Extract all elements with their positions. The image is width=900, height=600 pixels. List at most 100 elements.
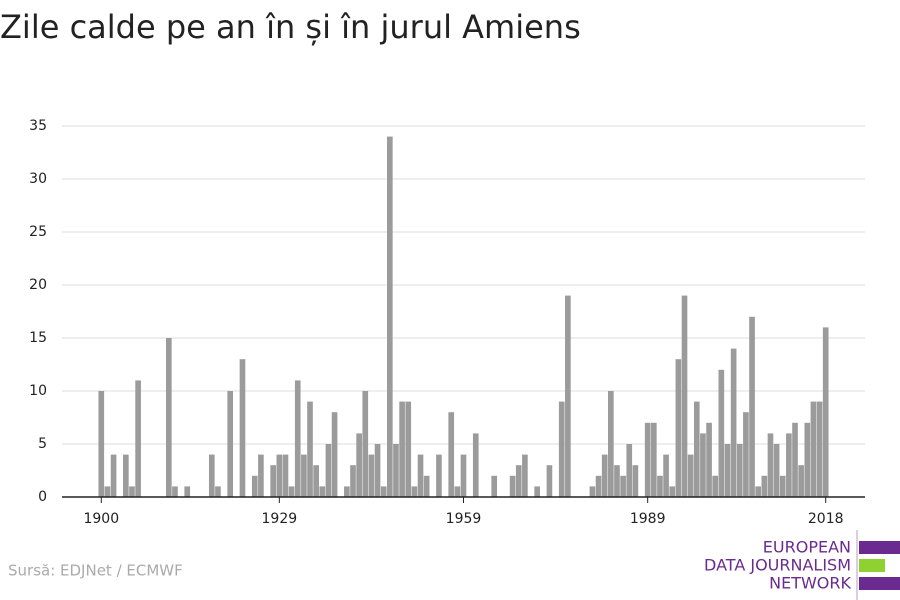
bar [650, 422, 657, 497]
bar [822, 327, 829, 497]
bar [165, 338, 172, 497]
y-tick-label: 15 [29, 330, 47, 346]
bar [454, 486, 461, 497]
y-tick-label: 35 [29, 118, 47, 134]
bar [276, 454, 283, 497]
bar [522, 454, 528, 497]
y-tick-label: 5 [38, 436, 47, 452]
bar [123, 454, 129, 497]
bar [743, 412, 749, 497]
logo-text: NETWORK [769, 574, 851, 593]
bar [331, 412, 338, 497]
bar [172, 486, 178, 497]
bar [387, 136, 393, 497]
bar [184, 486, 191, 497]
bar [546, 465, 553, 497]
bar [374, 444, 381, 497]
bar [706, 422, 712, 497]
bar [215, 486, 221, 497]
bar [644, 422, 651, 497]
bar [399, 401, 405, 497]
bar [294, 380, 301, 497]
bar [104, 486, 111, 497]
bar [325, 444, 332, 497]
x-tick-label: 1989 [630, 511, 666, 527]
bar [669, 486, 676, 497]
bar [681, 295, 688, 497]
y-tick-label: 0 [38, 489, 47, 505]
bar [313, 465, 319, 497]
bar [767, 433, 774, 497]
logo-bar [859, 577, 900, 590]
bar [693, 401, 700, 497]
bar [258, 454, 264, 497]
bar [657, 475, 663, 497]
bar [509, 475, 516, 497]
bar [595, 475, 602, 497]
bar [301, 454, 307, 497]
y-tick-label: 20 [29, 277, 47, 293]
bar [712, 475, 719, 497]
bar [362, 391, 369, 497]
source: Sursă: EDJNet / ECMWF [8, 562, 183, 580]
bar [779, 475, 786, 497]
y-tick-label: 25 [29, 224, 47, 240]
bar [356, 433, 362, 497]
bar [816, 401, 823, 497]
y-tick-label: 30 [29, 171, 47, 187]
bar [368, 454, 375, 497]
bar [307, 401, 313, 497]
bar [614, 465, 620, 497]
bar [632, 465, 639, 497]
bar [558, 401, 565, 497]
bar [798, 465, 804, 497]
bar [675, 359, 682, 497]
bar [288, 486, 295, 497]
bar [98, 391, 105, 497]
bar [663, 454, 669, 497]
x-tick-label: 1929 [262, 511, 298, 527]
bar [436, 454, 442, 497]
bar [423, 475, 430, 497]
chart-title: Zile calde pe an în și în jurul Amiens [0, 8, 581, 46]
bar [411, 486, 418, 497]
bar [417, 454, 424, 497]
bar [687, 454, 694, 497]
bar [804, 422, 811, 497]
bar [239, 359, 246, 497]
bar [601, 454, 608, 497]
logo-text: DATA JOURNALISM [704, 556, 851, 575]
bar [491, 475, 498, 497]
bar [460, 454, 467, 497]
bar [626, 444, 633, 497]
bar [620, 475, 626, 497]
bar [380, 486, 387, 497]
bar [718, 369, 725, 497]
bar [534, 486, 540, 497]
bar [700, 433, 706, 497]
bar [405, 401, 412, 497]
logo-bar [859, 541, 900, 554]
bar [282, 454, 289, 497]
y-tick-label: 10 [29, 383, 47, 399]
bar [270, 465, 277, 497]
bar [227, 391, 234, 497]
bar [724, 444, 731, 497]
bar [129, 486, 135, 497]
bar [344, 486, 350, 497]
bar [730, 348, 737, 497]
bar [251, 475, 258, 497]
x-tick-label: 1900 [83, 511, 119, 527]
bar [565, 295, 571, 497]
bar [589, 486, 596, 497]
x-tick-label: 1959 [446, 511, 482, 527]
bar [810, 401, 817, 497]
bar [110, 454, 117, 497]
bar [786, 433, 792, 497]
bar [448, 412, 455, 497]
bar [515, 465, 522, 497]
bar [749, 316, 755, 497]
bar [736, 444, 743, 497]
logo-bar [859, 559, 885, 572]
